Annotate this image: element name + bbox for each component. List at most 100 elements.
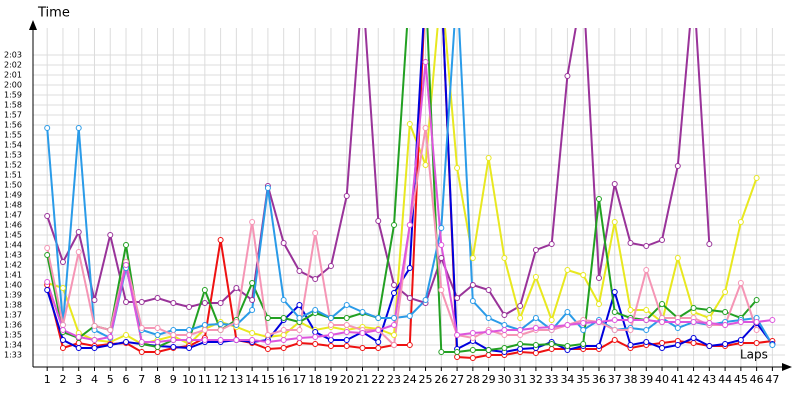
data-point [501, 255, 508, 261]
data-point [422, 297, 429, 303]
data-point [454, 354, 461, 360]
data-point [138, 325, 145, 331]
data-point [564, 267, 571, 273]
data-point [532, 274, 539, 280]
x-tick-label: 34 [560, 373, 574, 386]
x-tick-label: 35 [576, 373, 590, 386]
data-point [722, 309, 729, 315]
data-point [249, 307, 256, 313]
data-point [706, 241, 713, 247]
y-tick-label: 1:55 [4, 131, 22, 140]
x-tick-label: 6 [123, 373, 130, 386]
x-tick-label: 11 [198, 373, 212, 386]
data-point [312, 276, 319, 282]
data-point [201, 287, 208, 293]
y-tick-label: 1:49 [4, 191, 22, 200]
data-point [627, 327, 634, 333]
x-axis-label: Laps [740, 348, 768, 362]
y-tick-label: 1:34 [4, 341, 22, 350]
data-point [517, 346, 524, 352]
data-point [722, 289, 729, 295]
data-point [454, 165, 461, 171]
data-point [201, 322, 208, 328]
data-point [343, 193, 350, 199]
data-point [296, 335, 303, 341]
x-tick-label: 42 [687, 373, 701, 386]
data-point [186, 332, 193, 338]
data-point [249, 297, 256, 303]
data-point [454, 349, 461, 355]
data-point [722, 341, 729, 347]
data-point [659, 340, 666, 346]
data-point [501, 322, 508, 328]
data-point [532, 247, 539, 253]
series-line [46, 127, 758, 348]
data-point [138, 339, 145, 345]
data-point [75, 340, 82, 346]
x-tick-label: 21 [355, 373, 369, 386]
data-point [595, 301, 602, 307]
data-point [280, 345, 287, 351]
data-point [548, 346, 555, 352]
data-point [327, 332, 334, 338]
x-tick-label: 4 [91, 373, 98, 386]
data-point [296, 340, 303, 346]
data-point [391, 315, 398, 321]
data-point [438, 287, 445, 293]
data-point [44, 287, 51, 293]
data-point [201, 327, 208, 333]
plot-area [44, 28, 776, 361]
data-point [154, 332, 161, 338]
data-point [123, 332, 130, 338]
data-point [154, 325, 161, 331]
data-point [611, 181, 618, 187]
data-point [343, 337, 350, 343]
data-point [264, 339, 271, 345]
data-point [454, 295, 461, 301]
y-tick-label: 1:44 [4, 241, 22, 250]
series-line [46, 28, 758, 346]
y-tick-label: 1:37 [4, 311, 22, 320]
data-point [580, 272, 587, 278]
data-point [59, 345, 66, 351]
data-point [532, 315, 539, 321]
data-point [327, 263, 334, 269]
y-tick-label: 1:47 [4, 211, 22, 220]
data-point [485, 352, 492, 358]
y-tick-label: 1:42 [4, 261, 22, 270]
data-point [123, 299, 130, 305]
y-arrow [29, 20, 37, 30]
x-tick-label: 26 [434, 373, 448, 386]
x-tick-label: 43 [702, 373, 716, 386]
data-point [327, 337, 334, 343]
data-point [659, 237, 666, 243]
data-point [485, 287, 492, 293]
data-point [438, 225, 445, 231]
data-point [91, 297, 98, 303]
data-point [391, 332, 398, 338]
data-point [44, 213, 51, 219]
data-point [659, 301, 666, 307]
data-point [769, 342, 776, 348]
data-point [280, 297, 287, 303]
x-tick-label: 8 [154, 373, 161, 386]
data-point [217, 321, 224, 327]
data-point [296, 268, 303, 274]
data-point [580, 327, 587, 333]
data-point [59, 285, 66, 291]
data-point [154, 339, 161, 345]
x-tick-label: 10 [182, 373, 196, 386]
x-tick-label: 2 [59, 373, 66, 386]
data-point [517, 303, 524, 309]
y-tick-label: 1:58 [4, 101, 22, 110]
data-point [438, 242, 445, 248]
data-point [674, 325, 681, 331]
data-point [75, 249, 82, 255]
data-point [391, 290, 398, 296]
y-tick-label: 1:57 [4, 111, 22, 120]
x-tick-label: 33 [545, 373, 559, 386]
data-point [737, 219, 744, 225]
data-point [44, 252, 51, 258]
data-point [91, 323, 98, 329]
x-tick-label: 24 [403, 373, 417, 386]
